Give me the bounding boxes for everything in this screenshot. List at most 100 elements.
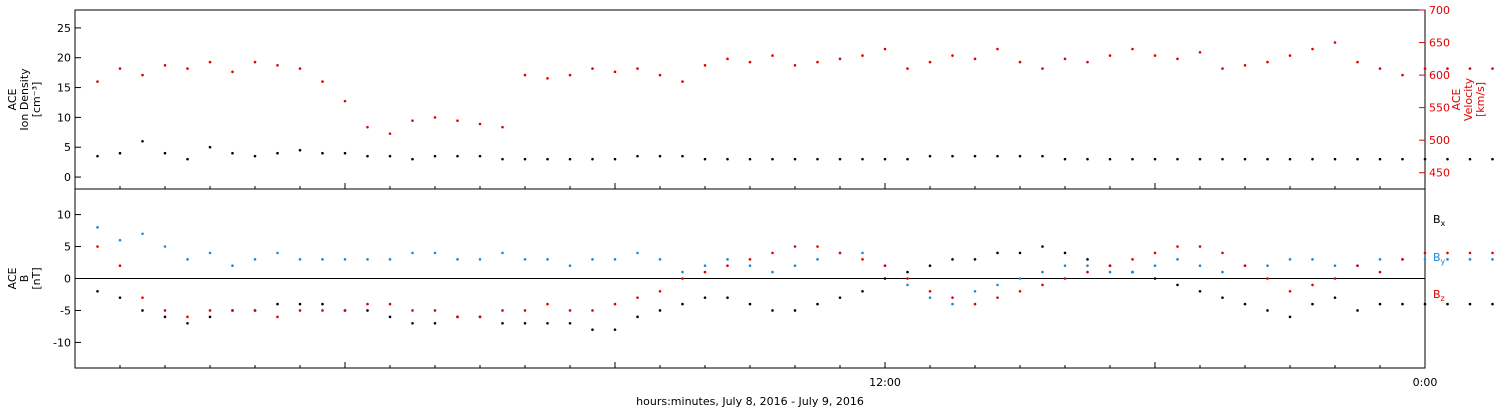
top-density-0-point (321, 151, 324, 155)
bottom-b-0-point (816, 302, 819, 306)
bottom-b-0-point (1401, 302, 1404, 306)
bottom-b-0-point (1221, 296, 1224, 299)
bottom-b-2-point (343, 309, 347, 312)
bottom-b-1-point (186, 258, 189, 261)
top-density-0-point (1018, 154, 1022, 158)
bottom-b-0-point (906, 270, 909, 274)
bottom-b-2-point (1378, 270, 1382, 274)
bottom-b-1-point (523, 258, 527, 261)
bottom-b-2-point (163, 309, 167, 312)
top-density-0-point (343, 151, 347, 155)
bottom-b-2-point (388, 302, 392, 306)
bottom-b-2-point (1108, 264, 1112, 268)
top-velocity-0-point (1401, 73, 1404, 77)
bottom-b-1-point (1221, 270, 1224, 274)
bottom-b-1-point (1176, 258, 1179, 261)
bottom-b-0-point (793, 309, 797, 312)
bottom-b-0-point (1063, 251, 1067, 255)
x-axis-title: hours:minutes, July 8, 2016 - July 9, 20… (636, 395, 864, 408)
bottom-b-1-point (388, 258, 392, 261)
bottom-b-1-point (1041, 270, 1044, 274)
top-velocity-0-point (1333, 41, 1337, 44)
bottom-b-2-point (636, 296, 639, 299)
bottom-b-1-point (748, 264, 752, 268)
top-density-0-point (298, 148, 302, 152)
bottom-b-0-point (523, 321, 527, 325)
bottom-b-1-point (906, 283, 909, 287)
top-left-ytick-label: 25 (57, 22, 71, 35)
bottom-b-1-point (208, 251, 212, 255)
bottom-b-0-point (591, 328, 594, 331)
bottom-b-1-point (816, 258, 819, 261)
top-left-ytick-label: 5 (64, 141, 71, 154)
bottom-b-1-point (163, 245, 167, 248)
top-density-0-point (996, 154, 999, 158)
bottom-b-1-point (681, 270, 684, 274)
top-density-0-point (501, 157, 504, 161)
bottom-b-0-point (321, 302, 324, 306)
bottom-ytick-label: -10 (53, 336, 71, 349)
top-left-ylabel-line: [cm⁻³] (30, 82, 43, 118)
bottom-b-2-point (1063, 277, 1067, 280)
bottom-b-1-point (1378, 258, 1382, 261)
top-velocity-0-point (1446, 67, 1449, 70)
top-velocity-0-point (838, 57, 842, 61)
bottom-ytick-label: 5 (64, 241, 71, 254)
bottom-ytick-label: -5 (60, 304, 71, 317)
bottom-b-1-point (1288, 258, 1292, 261)
bottom-b-0-point (928, 264, 932, 268)
bottom-b-0-point (1468, 302, 1472, 306)
top-density-0-point (883, 157, 887, 161)
bottom-b-2-point (433, 309, 437, 312)
bottom-b-2-point (96, 245, 99, 248)
bottom-b-0-point (546, 321, 549, 325)
bottom-b-2-point (1041, 283, 1044, 287)
bottom-b-2-point (1446, 251, 1449, 255)
bottom-b-1-point (928, 296, 932, 299)
bottom-b-2-point (1266, 277, 1269, 280)
bottom-b-0-point (1378, 302, 1382, 306)
bottom-b-2-point (276, 315, 279, 319)
bottom-b-0-point (163, 315, 167, 319)
top-density-0-point (1288, 157, 1292, 161)
bottom-ylabel-line: B (18, 275, 31, 283)
bottom-b-1-point (141, 232, 144, 236)
top-velocity-0-point (523, 73, 527, 77)
bottom-b-1-point (613, 258, 617, 261)
bottom-b-2-point (1333, 277, 1337, 280)
bottom-b-0-point (1288, 315, 1292, 319)
top-velocity-0-point (703, 64, 707, 67)
top-velocity-0-point (411, 119, 414, 122)
top-left-ytick-label: 10 (57, 111, 71, 124)
x-tick-label: 12:00 (869, 376, 901, 389)
top-velocity-0-point (208, 60, 212, 64)
bottom-b-2-point (658, 289, 662, 293)
top-velocity-0-point (1378, 67, 1382, 70)
top-density-0-point (186, 157, 189, 161)
bottom-b-2-point (1086, 270, 1089, 274)
top-density-0-point (1468, 157, 1472, 161)
bottom-b-2-point (861, 258, 864, 261)
bottom-b-0-point (411, 321, 414, 325)
bottom-b-0-point (1041, 245, 1044, 248)
bottom-b-1-point (793, 264, 797, 268)
top-velocity-0-point (276, 64, 279, 67)
top-left-ytick-label: 0 (64, 171, 71, 184)
top-velocity-0-point (343, 99, 347, 103)
top-density-0-point (1243, 157, 1247, 161)
top-velocity-0-point (186, 67, 189, 70)
bottom-b-1-point (253, 258, 257, 261)
bottom-b-2-point (1176, 245, 1179, 248)
top-velocity-0-point (658, 73, 662, 77)
bottom-b-1-point (1153, 264, 1157, 268)
top-right-ytick-label: 550 (1429, 102, 1450, 115)
top-density-0-point (388, 154, 392, 158)
top-density-0-point (478, 154, 482, 158)
top-density-0-point (1063, 157, 1067, 161)
top-density-0-point (1311, 157, 1314, 161)
bottom-b-1-point (118, 238, 122, 242)
bottom-b-1-point (1018, 277, 1022, 280)
bottom-b-2-point (456, 315, 459, 319)
top-density-0-point (771, 157, 774, 161)
